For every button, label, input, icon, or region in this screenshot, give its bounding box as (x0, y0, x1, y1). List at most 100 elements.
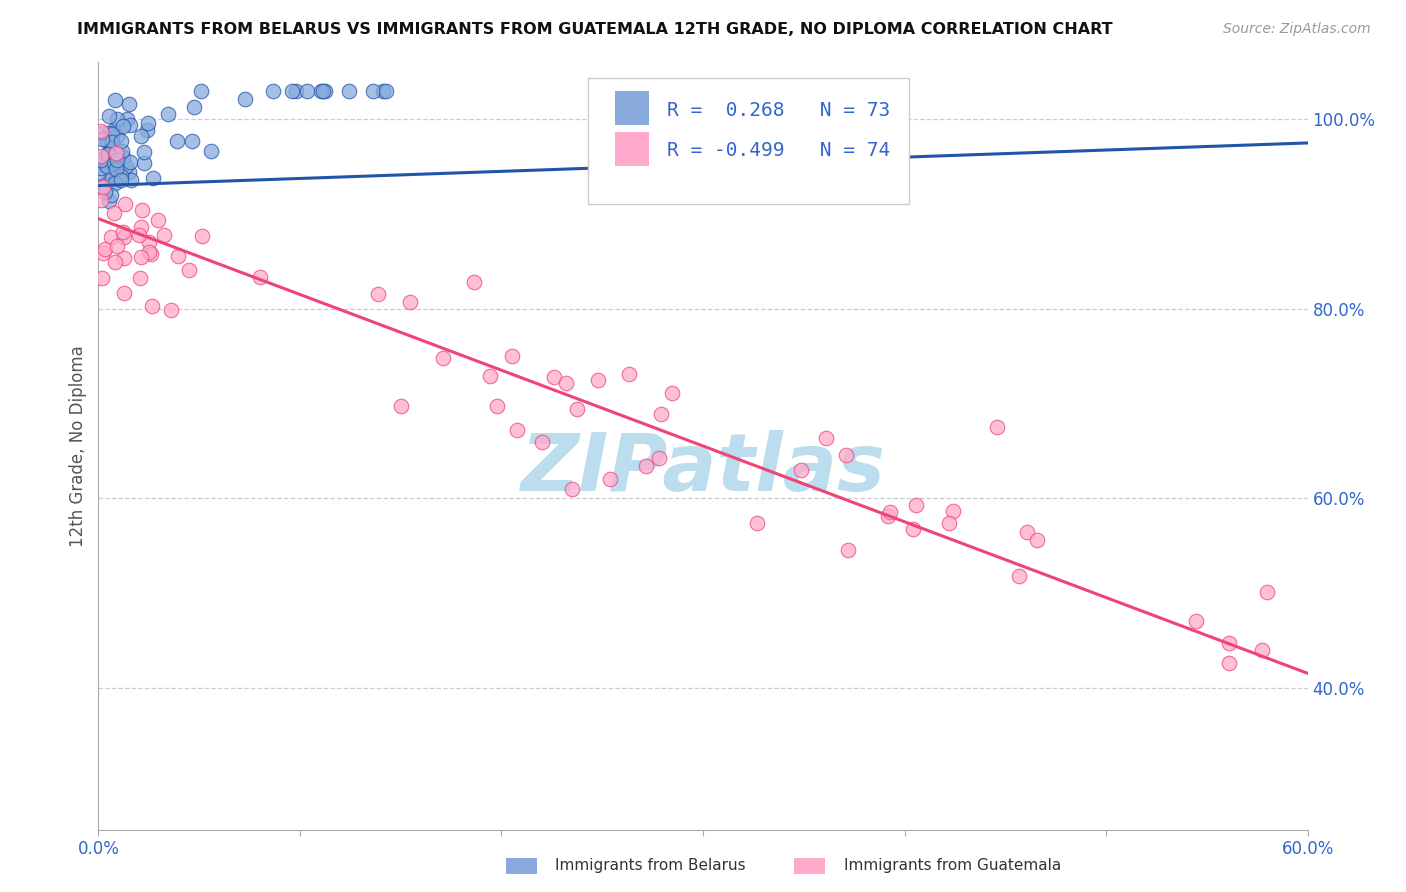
Point (105, 112, 128, 126)
Point (132, 145, 155, 160)
Point (93, 178, 115, 193)
Point (96, 147, 118, 161)
Point (97, 109, 120, 123)
Point (136, 123, 159, 137)
Point (103, 123, 125, 137)
Text: IMMIGRANTS FROM BELARUS VS IMMIGRANTS FROM GUATEMALA 12TH GRADE, NO DIPLOMA CORR: IMMIGRANTS FROM BELARUS VS IMMIGRANTS FR… (77, 22, 1114, 37)
Point (249, 270, 271, 285)
Point (101, 127, 124, 141)
Point (647, 450, 669, 465)
Point (128, 228, 150, 243)
Point (297, 84, 319, 98)
Point (93, 151, 115, 165)
Point (97, 194, 120, 209)
Point (146, 213, 169, 227)
Point (314, 84, 336, 98)
Point (1184, 614, 1206, 628)
Point (463, 275, 485, 289)
Point (311, 84, 333, 98)
Point (904, 498, 927, 512)
Point (879, 506, 901, 520)
Point (599, 472, 621, 486)
Point (139, 247, 162, 261)
Point (138, 235, 160, 250)
Point (485, 399, 508, 413)
Point (530, 435, 553, 450)
Point (138, 245, 160, 260)
Point (501, 350, 523, 364)
Point (166, 249, 188, 263)
Point (98, 126, 121, 140)
Point (90, 193, 112, 207)
Point (129, 219, 152, 234)
Point (284, 84, 307, 98)
Point (110, 134, 132, 148)
Point (117, 112, 139, 126)
Point (91, 180, 114, 194)
Point (166, 134, 188, 148)
Point (89, 156, 111, 170)
Point (177, 263, 200, 277)
Point (661, 386, 683, 401)
Point (91, 246, 114, 260)
Text: ZIPatlas: ZIPatlas (520, 430, 886, 508)
Point (190, 84, 212, 98)
Point (104, 176, 127, 190)
Point (118, 119, 141, 133)
Point (103, 156, 125, 170)
Point (938, 516, 960, 530)
Point (101, 157, 124, 171)
Point (110, 169, 132, 184)
Point (1008, 569, 1031, 583)
Point (160, 303, 183, 318)
Point (96, 159, 118, 173)
Point (153, 228, 176, 243)
Point (129, 129, 152, 144)
Point (183, 100, 205, 114)
Point (280, 84, 302, 98)
Point (111, 145, 134, 159)
Point (142, 170, 165, 185)
Point (103, 206, 125, 220)
Point (309, 84, 332, 98)
Point (136, 116, 159, 130)
Point (1251, 643, 1274, 657)
Point (118, 96, 141, 111)
Point (814, 431, 837, 445)
Point (120, 173, 142, 187)
Point (100, 167, 122, 181)
Point (112, 226, 135, 240)
Point (942, 504, 965, 518)
Point (650, 407, 672, 421)
Point (110, 173, 132, 187)
Point (104, 145, 127, 160)
Point (835, 448, 858, 462)
Point (90, 123, 112, 137)
Point (118, 165, 141, 179)
Point (114, 196, 136, 211)
Point (105, 129, 128, 144)
Point (555, 376, 578, 390)
Point (91, 271, 114, 285)
Point (107, 239, 129, 253)
Point (94, 185, 117, 199)
Point (90, 132, 112, 146)
Point (565, 402, 588, 417)
Point (91, 167, 114, 181)
Point (1025, 533, 1047, 548)
Point (134, 156, 156, 170)
Point (389, 400, 412, 414)
Point (233, 92, 256, 106)
Point (432, 351, 454, 365)
Point (373, 84, 395, 98)
Point (100, 145, 122, 159)
Point (375, 84, 398, 98)
Point (111, 150, 134, 164)
Point (101, 135, 124, 149)
Point (1218, 656, 1240, 670)
Bar (614, 132, 648, 166)
Point (877, 509, 900, 524)
Point (586, 373, 609, 387)
Point (100, 172, 122, 186)
Text: Immigrants from Belarus: Immigrants from Belarus (555, 858, 747, 872)
